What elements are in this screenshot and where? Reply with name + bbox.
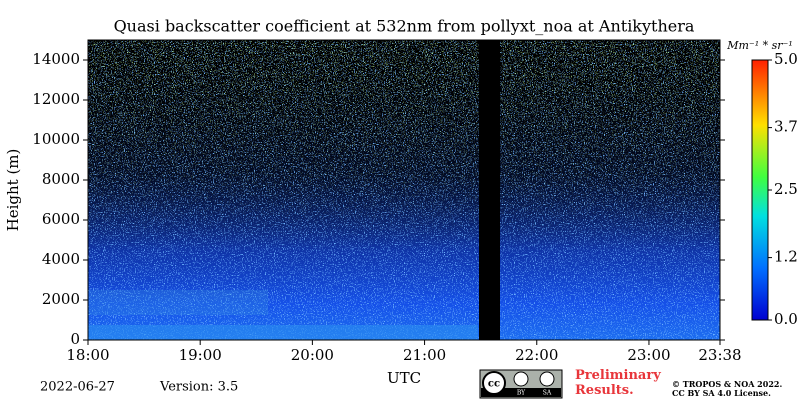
preliminary: Preliminary Results. bbox=[575, 368, 661, 398]
badge-text: SA bbox=[543, 390, 552, 397]
colorbar-tick-label: 5.0 bbox=[774, 50, 798, 68]
y-tick-label: 0 bbox=[70, 330, 80, 348]
x-tick-label: 21:00 bbox=[403, 346, 446, 364]
colorbar bbox=[751, 59, 769, 321]
colorbar-label: Mm⁻¹ * sr⁻¹ bbox=[726, 39, 793, 52]
y-tick-label: 10000 bbox=[32, 130, 80, 148]
y-tick-label: 4000 bbox=[42, 250, 80, 268]
badge-text: BY bbox=[517, 390, 526, 397]
chart-title: Quasi backscatter coefficient at 532nm f… bbox=[114, 17, 695, 36]
colorbar-tick-label: 0.0 bbox=[774, 310, 798, 328]
y-tick-label: 2000 bbox=[42, 290, 80, 308]
x-tick-label: 22:00 bbox=[515, 346, 558, 364]
y-axis-label: Height (m) bbox=[4, 149, 22, 232]
version: Version: 3.5 bbox=[159, 380, 238, 395]
copyright: CC BY SA 4.0 License. bbox=[672, 388, 771, 398]
badge-text: cc bbox=[488, 379, 500, 390]
colorbar-tick-label: 2.5 bbox=[774, 180, 798, 198]
y-tick-label: 6000 bbox=[42, 210, 80, 228]
x-tick-label: 18:00 bbox=[66, 346, 109, 364]
x-tick-label: 20:00 bbox=[291, 346, 334, 364]
x-tick-label: 19:00 bbox=[179, 346, 222, 364]
date: 2022-06-27 bbox=[40, 380, 115, 395]
plot-frame bbox=[87, 39, 721, 341]
x-axis-label: UTC bbox=[387, 369, 421, 387]
x-tick-label: 23:00 bbox=[627, 346, 670, 364]
colorbar-tick-label: 3.7 bbox=[774, 118, 798, 136]
heatmap bbox=[88, 40, 720, 340]
colorbar-tick-label: 1.2 bbox=[774, 248, 798, 266]
x-tick-label: 23:38 bbox=[698, 346, 741, 364]
copyright: © TROPOS & NOA 2022. bbox=[672, 379, 782, 389]
cc-badge: cc BY SA bbox=[479, 369, 563, 399]
y-tick-label: 14000 bbox=[32, 50, 80, 68]
y-tick-label: 8000 bbox=[42, 170, 80, 188]
preliminary-box: Preliminary Results. bbox=[575, 368, 661, 398]
y-tick-label: 12000 bbox=[32, 90, 80, 108]
